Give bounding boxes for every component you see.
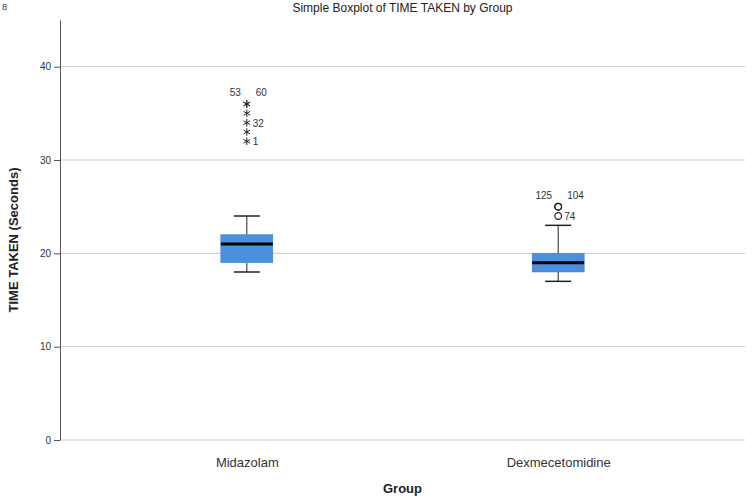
- median: [221, 243, 273, 246]
- box: [532, 253, 584, 272]
- whisker-cap-high: [234, 215, 260, 217]
- y-tick: 0: [45, 435, 60, 446]
- y-tick-label: 40: [40, 61, 52, 72]
- outlier-point: [555, 203, 562, 210]
- outlier-label: 74: [564, 211, 576, 222]
- y-axis-title: TIME TAKEN (Seconds): [6, 168, 21, 313]
- marks: [221, 100, 584, 281]
- outlier-label: 125: [535, 190, 552, 201]
- outlier-point: [555, 213, 562, 220]
- y-tick-label: 30: [40, 155, 52, 166]
- x-axis-title: Group: [383, 481, 422, 496]
- extreme-point: [244, 100, 251, 108]
- outlier-label: 1: [253, 136, 259, 147]
- y-tick-mark: [54, 440, 60, 441]
- y-axis-line: [60, 21, 61, 441]
- y-tick: 20: [40, 248, 60, 259]
- outlier-label: 104: [567, 190, 584, 201]
- grid-line: [60, 440, 745, 441]
- y-tick: 30: [40, 155, 60, 166]
- box-group: [221, 216, 273, 272]
- whisker-cap-high: [545, 225, 571, 227]
- extreme-point: [244, 110, 251, 118]
- x-tick-label: Dexmecetomidine: [507, 455, 611, 470]
- whisker-cap-low: [234, 271, 260, 273]
- chart: 8 Simple Boxplot of TIME TAKEN by Group 0 1…: [0, 0, 753, 501]
- y-tick-mark: [54, 67, 60, 68]
- y-tick-label: 10: [40, 341, 52, 352]
- median: [532, 261, 584, 264]
- x-axis: Midazolam Dexmecetomidine: [216, 455, 611, 470]
- x-tick: Dexmecetomidine: [507, 455, 611, 470]
- grid-line: [60, 253, 745, 254]
- extreme-point: [244, 128, 251, 136]
- outlier-point: [555, 203, 562, 210]
- x-tick-label: Midazolam: [216, 455, 279, 470]
- box: [221, 235, 273, 263]
- outlier-label: 32: [253, 118, 265, 129]
- outlier-label: 53: [230, 87, 242, 98]
- outlier-label: 60: [256, 87, 268, 98]
- y-tick: 10: [40, 341, 60, 352]
- extreme-point: [244, 100, 251, 108]
- y-tick: 40: [40, 61, 60, 72]
- box-group: [532, 225, 584, 281]
- y-tick-mark: [54, 347, 60, 348]
- y-tick-mark: [54, 253, 60, 254]
- grid-line: [60, 346, 745, 347]
- grid-line: [60, 160, 745, 161]
- grid-line: [60, 66, 745, 67]
- corner-label: 8: [2, 2, 7, 12]
- whisker-low: [246, 263, 247, 272]
- whisker-high: [558, 225, 559, 253]
- y-tick-label: 0: [45, 435, 51, 446]
- outlier-labels: 53 60 32 1 125 104 74: [230, 87, 585, 222]
- title: Simple Boxplot of TIME TAKEN by Group: [292, 1, 512, 15]
- y-axis: 0 10 20 30 40: [40, 21, 61, 446]
- y-tick-label: 20: [40, 248, 52, 259]
- whisker-low: [558, 272, 559, 281]
- y-tick-mark: [54, 160, 60, 161]
- extreme-point: [244, 138, 251, 146]
- whisker-high: [246, 216, 247, 235]
- x-tick: Midazolam: [216, 455, 279, 470]
- grid: [60, 67, 745, 440]
- whisker-cap-low: [545, 281, 571, 283]
- extreme-point: [244, 119, 251, 127]
